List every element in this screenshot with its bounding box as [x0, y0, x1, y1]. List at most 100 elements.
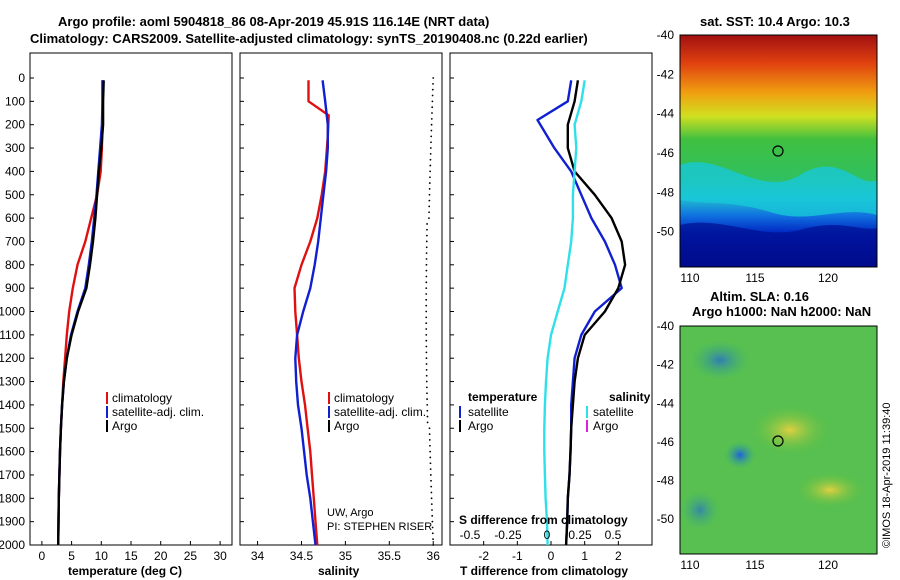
envelope-dot: [425, 281, 428, 284]
depth-tick-label: 2000: [0, 538, 25, 552]
legend-title-temperature: temperature: [468, 390, 538, 404]
envelope-dot: [425, 246, 428, 249]
depth-tick-label: 1100: [0, 328, 25, 342]
envelope-dot: [428, 193, 431, 196]
depth-tick-label: 1600: [0, 445, 25, 459]
depth-tick-label: 700: [5, 234, 25, 248]
difference-x-axis: -2 -1 0 1 2: [478, 541, 622, 563]
envelope-dot: [431, 100, 434, 103]
depth-tick-label: 1300: [0, 375, 25, 389]
argo-float-marker: [772, 435, 784, 447]
x-tick-label: 0: [39, 549, 46, 563]
envelope-dot: [425, 269, 428, 272]
salinity-plot-frame: [239, 52, 443, 546]
s-diff-tick-label: -0.5: [460, 528, 481, 542]
x-tick-label: 35: [339, 549, 353, 563]
sla-map-y-axis: -40 -42 -44 -46 -48 -50: [657, 319, 675, 526]
s-diff-tick-label: 0.25: [568, 528, 592, 542]
series-line-climatology: [293, 80, 330, 546]
legend-label-argo: Argo: [334, 419, 360, 433]
sla-map: Altim. SLA: 0.16 Argo h1000: NaN h2000: …: [657, 289, 878, 572]
envelope-dot: [426, 409, 429, 412]
map-lat-tick: -40: [657, 28, 675, 42]
envelope-dot: [425, 374, 428, 377]
difference-plot-frame: [449, 52, 653, 546]
x-tick-label: 1: [581, 549, 588, 563]
envelope-dot: [428, 199, 431, 202]
map-lat-tick: -50: [657, 225, 675, 239]
envelope-dot: [429, 444, 431, 447]
series-line-satellite: [536, 80, 623, 546]
envelope-dot: [425, 258, 428, 260]
envelope-dot: [429, 456, 432, 459]
header-line-1: Argo profile: aoml 5904818_86 08-Apr-201…: [58, 14, 489, 29]
depth-tick-label: 400: [5, 164, 25, 178]
envelope-dot: [425, 234, 428, 237]
sla-positive-anomaly: [795, 472, 865, 508]
depth-tick-label: 800: [5, 258, 25, 272]
depth-tick-label: 500: [5, 188, 25, 202]
map-lon-tick: 115: [745, 558, 764, 572]
envelope-dot: [426, 228, 428, 231]
temperature-series: [57, 80, 105, 546]
legend-label-satellite: satellite-adj. clim.: [334, 405, 426, 419]
x-tick-label: 2: [615, 549, 622, 563]
envelope-dot: [425, 380, 428, 383]
difference-panel: -2 -1 0 1 2 T difference from climatology S …: [449, 52, 653, 578]
difference-series: [536, 80, 627, 546]
x-tick-label: 35.5: [378, 549, 402, 563]
sla-map-title-1: Altim. SLA: 0.16: [710, 289, 809, 304]
salinity-x-axis: 34 34.5 35 35.5 36: [251, 541, 440, 563]
sst-map: sat. SST: 10.4 Argo: 10.3 -40-42-44-46-4…: [657, 14, 878, 285]
envelope-dot: [431, 509, 433, 511]
envelope-dot: [425, 304, 428, 307]
envelope-dot: [425, 386, 428, 389]
envelope-dot: [431, 88, 434, 91]
envelope-dot: [426, 415, 429, 418]
map-lat-tick: -50: [657, 512, 675, 526]
series-line-satellite-s-: [543, 80, 586, 546]
salinity-diff-ticks: -0.5 -0.25 0 0.25 0.5: [460, 528, 622, 542]
depth-tick-label: 1200: [0, 351, 25, 365]
envelope-dot: [425, 328, 428, 330]
envelope-dot: [432, 538, 434, 541]
series-line-climatology: [57, 80, 104, 546]
imos-watermark: ©IMOS 18-Apr-2019 11:39:40: [881, 403, 893, 548]
salinity-x-label: salinity: [318, 564, 360, 578]
envelope-dot: [428, 182, 431, 184]
depth-tick-label: 1400: [0, 398, 25, 412]
depth-tick-label: 1500: [0, 421, 25, 435]
envelope-dot: [432, 544, 435, 546]
envelope-dot: [431, 520, 434, 523]
legend-label-satellite: satellite-adj. clim.: [112, 405, 204, 419]
difference-x-label: T difference from climatology: [460, 564, 628, 578]
map-lat-tick: -42: [657, 358, 675, 372]
legend-label-t-argo: Argo: [468, 419, 494, 433]
legend-label-t-satellite: satellite: [468, 405, 509, 419]
envelope-dot: [425, 275, 428, 278]
envelope-dot: [425, 363, 428, 365]
x-tick-label: 20: [154, 549, 168, 563]
depth-tick-label: 900: [5, 281, 25, 295]
temperature-x-axis: 0 5 10 15 20 25 30: [39, 541, 227, 563]
s-diff-tick-label: -0.25: [494, 528, 522, 542]
x-tick-label: 25: [184, 549, 198, 563]
depth-tick-label: 200: [5, 118, 25, 132]
legend-label-climatology: climatology: [112, 391, 172, 405]
legend-title-salinity: salinity: [609, 390, 651, 404]
envelope-dot: [430, 117, 433, 120]
sst-cold-water: [680, 222, 877, 267]
envelope-dot: [425, 357, 428, 360]
legend-label-s-satellite: satellite: [593, 405, 634, 419]
depth-tick-label: 1000: [0, 305, 25, 319]
envelope-dot: [426, 398, 428, 400]
argo-float-marker: [772, 145, 784, 157]
sla-map-x-axis: 110 115 120: [680, 558, 838, 572]
envelope-dot: [431, 112, 433, 114]
credit-line-1: UW, Argo: [327, 507, 373, 519]
salinity-dotted-envelope: [425, 77, 435, 546]
envelope-dot: [425, 240, 428, 243]
envelope-dot: [426, 223, 428, 225]
envelope-dot: [428, 427, 431, 430]
header-line-2: Climatology: CARS2009. Satellite-adjuste…: [30, 31, 588, 46]
